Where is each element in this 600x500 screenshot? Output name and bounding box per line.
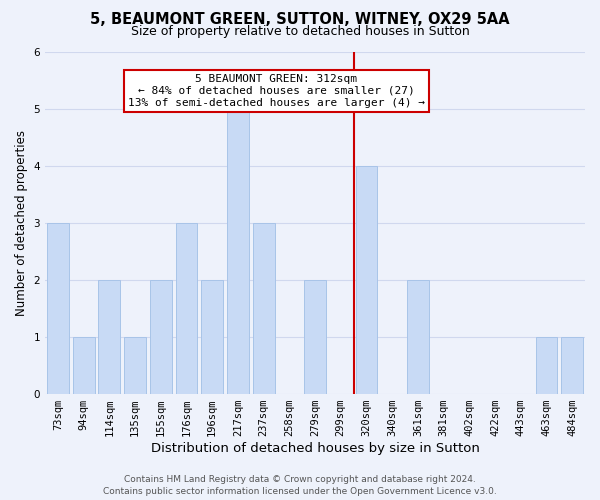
Bar bbox=[227, 108, 249, 394]
Bar bbox=[47, 223, 69, 394]
Text: 5, BEAUMONT GREEN, SUTTON, WITNEY, OX29 5AA: 5, BEAUMONT GREEN, SUTTON, WITNEY, OX29 … bbox=[90, 12, 510, 28]
Bar bbox=[98, 280, 120, 394]
Text: 5 BEAUMONT GREEN: 312sqm
← 84% of detached houses are smaller (27)
13% of semi-d: 5 BEAUMONT GREEN: 312sqm ← 84% of detach… bbox=[128, 74, 425, 108]
Bar bbox=[253, 223, 275, 394]
Bar bbox=[356, 166, 377, 394]
Text: Contains HM Land Registry data © Crown copyright and database right 2024.
Contai: Contains HM Land Registry data © Crown c… bbox=[103, 474, 497, 496]
Bar bbox=[407, 280, 429, 394]
Y-axis label: Number of detached properties: Number of detached properties bbox=[15, 130, 28, 316]
Bar bbox=[176, 223, 197, 394]
Text: Size of property relative to detached houses in Sutton: Size of property relative to detached ho… bbox=[131, 25, 469, 38]
Bar bbox=[201, 280, 223, 394]
Bar bbox=[73, 337, 95, 394]
Bar bbox=[150, 280, 172, 394]
Bar bbox=[561, 337, 583, 394]
X-axis label: Distribution of detached houses by size in Sutton: Distribution of detached houses by size … bbox=[151, 442, 479, 455]
Bar bbox=[124, 337, 146, 394]
Bar bbox=[536, 337, 557, 394]
Bar bbox=[304, 280, 326, 394]
